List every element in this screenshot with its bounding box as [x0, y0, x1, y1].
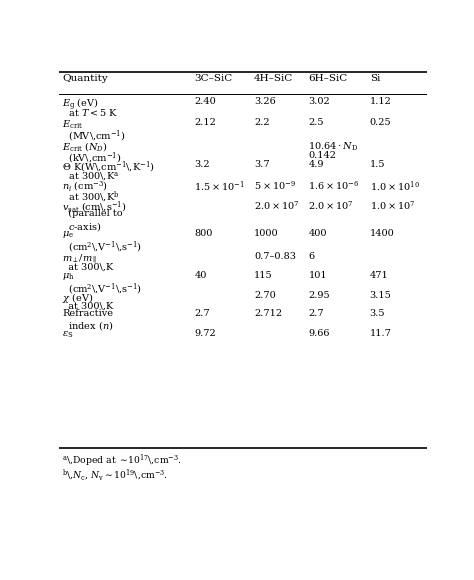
Text: $E_{\rm crit}$ ($N_D$): $E_{\rm crit}$ ($N_D$): [62, 140, 108, 154]
Text: Quantity: Quantity: [62, 74, 108, 83]
Text: 2.2: 2.2: [254, 118, 270, 127]
Text: 3.2: 3.2: [194, 160, 210, 169]
Text: 6: 6: [308, 252, 314, 261]
Text: $10.64 \cdot N_{\rm D}$: $10.64 \cdot N_{\rm D}$: [308, 140, 359, 153]
Text: $1.6 \times 10^{-6}$: $1.6 \times 10^{-6}$: [308, 180, 360, 193]
Text: 0.142: 0.142: [308, 151, 337, 160]
Text: $c$-axis): $c$-axis): [62, 220, 102, 233]
Text: $1.0 \times 10^{10}$: $1.0 \times 10^{10}$: [370, 180, 420, 194]
Text: $\mu_{\rm h}$: $\mu_{\rm h}$: [62, 270, 75, 281]
Text: 2.7: 2.7: [194, 309, 210, 318]
Text: $\chi$ (eV): $\chi$ (eV): [62, 291, 93, 305]
Text: 3C–SiC: 3C–SiC: [194, 74, 233, 83]
Text: 2.7: 2.7: [308, 309, 324, 318]
Text: $E_{\rm g}$ (eV): $E_{\rm g}$ (eV): [62, 96, 99, 113]
Text: $^{\rm a}$\,Doped at $\sim\!10^{17}$\,cm$^{-3}$.: $^{\rm a}$\,Doped at $\sim\!10^{17}$\,cm…: [62, 452, 182, 469]
Text: 4H–SiC: 4H–SiC: [254, 74, 293, 83]
Text: 1400: 1400: [370, 229, 394, 238]
Text: 800: 800: [194, 229, 213, 238]
Text: $n_i$ (cm$^{-3}$): $n_i$ (cm$^{-3}$): [62, 180, 108, 193]
Text: $m_{\perp}/m_{\parallel}$: $m_{\perp}/m_{\parallel}$: [62, 252, 97, 265]
Text: $\mu_{\rm e}$: $\mu_{\rm e}$: [62, 229, 74, 240]
Text: 6H–SiC: 6H–SiC: [308, 74, 347, 83]
Text: 471: 471: [370, 270, 388, 280]
Text: 115: 115: [254, 270, 273, 280]
Text: 11.7: 11.7: [370, 329, 392, 338]
Text: index ($n$): index ($n$): [62, 320, 114, 332]
Text: (parallel to: (parallel to: [62, 209, 123, 219]
Text: (cm$^{2}$\,V$^{-1}$\,s$^{-1}$): (cm$^{2}$\,V$^{-1}$\,s$^{-1}$): [62, 240, 142, 255]
Text: $\Theta$ K(W\,cm$^{-1}$\,K$^{-1}$): $\Theta$ K(W\,cm$^{-1}$\,K$^{-1}$): [62, 160, 155, 175]
Text: 2.712: 2.712: [254, 309, 282, 318]
Text: $^{\rm b}$\,$N_{\rm c}$, $N_{\rm v} \sim 10^{19}$\,cm$^{-3}$.: $^{\rm b}$\,$N_{\rm c}$, $N_{\rm v} \sim…: [62, 467, 168, 483]
Text: at 300\,K$^{\rm b}$: at 300\,K$^{\rm b}$: [62, 190, 119, 205]
Text: 9.66: 9.66: [308, 329, 330, 338]
Text: 3.15: 3.15: [370, 291, 392, 300]
Text: $5 \times 10^{-9}$: $5 \times 10^{-9}$: [254, 180, 296, 193]
Text: 1000: 1000: [254, 229, 279, 238]
Text: 400: 400: [308, 229, 327, 238]
Text: 2.95: 2.95: [308, 291, 330, 300]
Text: 2.12: 2.12: [194, 118, 216, 127]
Text: Si: Si: [370, 74, 380, 83]
Text: 101: 101: [308, 270, 327, 280]
Text: $1.5 \times 10^{-1}$: $1.5 \times 10^{-1}$: [194, 180, 246, 194]
Text: Refractive: Refractive: [62, 309, 113, 318]
Text: at 300\,K: at 300\,K: [62, 302, 113, 311]
Text: $2.0 \times 10^{7}$: $2.0 \times 10^{7}$: [254, 199, 300, 212]
Text: 3.7: 3.7: [254, 160, 270, 169]
Text: $\varepsilon_{\rm S}$: $\varepsilon_{\rm S}$: [62, 329, 73, 340]
Text: at 300\,K$^{\rm a}$: at 300\,K$^{\rm a}$: [62, 170, 119, 183]
Text: 4.9: 4.9: [308, 160, 324, 169]
Text: at $T < 5$ K: at $T < 5$ K: [62, 107, 118, 118]
Text: 2.40: 2.40: [194, 96, 216, 106]
Text: 3.5: 3.5: [370, 309, 385, 318]
Text: $1.0 \times 10^{7}$: $1.0 \times 10^{7}$: [370, 199, 415, 212]
Text: (kV\,cm$^{-1}$): (kV\,cm$^{-1}$): [62, 151, 122, 166]
Text: $2.0 \times 10^{7}$: $2.0 \times 10^{7}$: [308, 199, 354, 212]
Text: 3.02: 3.02: [308, 96, 330, 106]
Text: $E_{\rm crit}$: $E_{\rm crit}$: [62, 118, 83, 130]
Text: 1.12: 1.12: [370, 96, 392, 106]
Text: 1.5: 1.5: [370, 160, 385, 169]
Text: 0.7–0.83: 0.7–0.83: [254, 252, 296, 261]
Text: 2.5: 2.5: [308, 118, 324, 127]
Text: (cm$^{2}$\,V$^{-1}$\,s$^{-1}$): (cm$^{2}$\,V$^{-1}$\,s$^{-1}$): [62, 281, 142, 296]
Text: at 300\,K: at 300\,K: [62, 263, 113, 271]
Text: 0.25: 0.25: [370, 118, 391, 127]
Text: 40: 40: [194, 270, 207, 280]
Text: (MV\,cm$^{-1}$): (MV\,cm$^{-1}$): [62, 129, 126, 144]
Text: 2.70: 2.70: [254, 291, 276, 300]
Text: 3.26: 3.26: [254, 96, 276, 106]
Text: 9.72: 9.72: [194, 329, 216, 338]
Text: $v_{\rm sat}$ (cm\,s$^{-1}$): $v_{\rm sat}$ (cm\,s$^{-1}$): [62, 199, 127, 215]
